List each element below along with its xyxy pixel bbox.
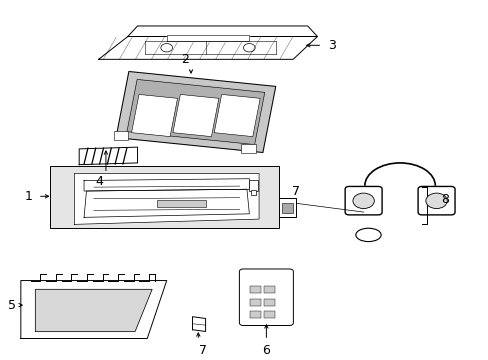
Polygon shape bbox=[131, 94, 177, 136]
Bar bbox=[114, 131, 128, 140]
Bar bbox=[241, 144, 256, 153]
Polygon shape bbox=[127, 26, 317, 36]
Polygon shape bbox=[166, 35, 249, 41]
Text: 4: 4 bbox=[96, 175, 103, 188]
FancyBboxPatch shape bbox=[345, 186, 381, 215]
Text: 5: 5 bbox=[8, 299, 16, 312]
Bar bbox=[250, 299, 261, 306]
Polygon shape bbox=[35, 289, 152, 332]
Polygon shape bbox=[84, 179, 249, 191]
Polygon shape bbox=[192, 317, 205, 332]
Bar bbox=[251, 190, 256, 194]
Polygon shape bbox=[74, 174, 259, 224]
Text: 2: 2 bbox=[181, 53, 189, 66]
Bar bbox=[264, 299, 274, 306]
Polygon shape bbox=[21, 280, 166, 338]
Polygon shape bbox=[79, 147, 137, 165]
Bar bbox=[157, 201, 205, 207]
Circle shape bbox=[352, 193, 373, 208]
Polygon shape bbox=[116, 72, 275, 153]
Polygon shape bbox=[84, 189, 249, 217]
Bar bbox=[282, 203, 292, 213]
FancyBboxPatch shape bbox=[417, 186, 454, 215]
Text: 6: 6 bbox=[262, 344, 270, 357]
Circle shape bbox=[425, 193, 447, 208]
Polygon shape bbox=[99, 36, 317, 59]
Polygon shape bbox=[173, 94, 219, 136]
Bar bbox=[249, 180, 258, 191]
Text: 8: 8 bbox=[441, 193, 448, 206]
Text: 1: 1 bbox=[25, 190, 33, 203]
Text: 7: 7 bbox=[291, 185, 299, 198]
Bar bbox=[250, 286, 261, 293]
Text: 3: 3 bbox=[327, 39, 335, 52]
FancyBboxPatch shape bbox=[239, 269, 293, 325]
Bar bbox=[250, 311, 261, 319]
Bar bbox=[278, 198, 295, 217]
Bar bbox=[50, 166, 278, 228]
Polygon shape bbox=[214, 94, 260, 136]
Bar bbox=[264, 311, 274, 319]
Bar bbox=[264, 286, 274, 293]
Text: 7: 7 bbox=[199, 344, 207, 357]
Ellipse shape bbox=[355, 228, 380, 242]
Polygon shape bbox=[127, 80, 264, 145]
